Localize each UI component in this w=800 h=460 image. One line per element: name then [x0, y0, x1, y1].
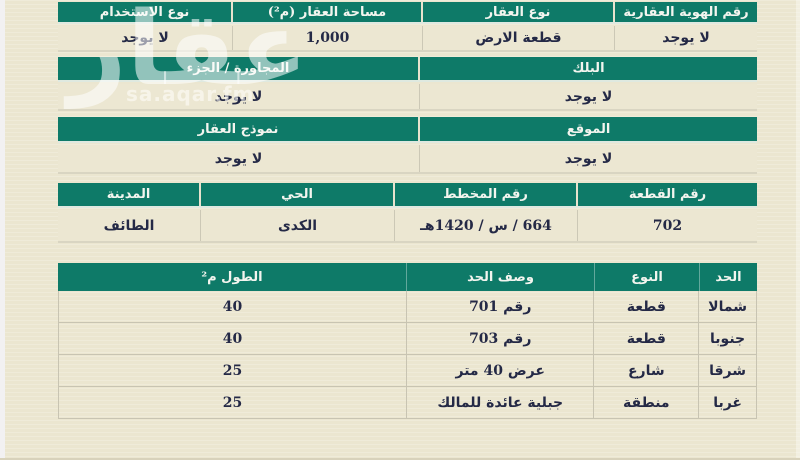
boundary-side: غربا: [713, 394, 742, 411]
value-usage-type: لا يوجد: [58, 26, 233, 50]
boundary-type: قطعة: [594, 291, 700, 322]
property-record-sheet: رقم الهوية العقارية نوع العقار مساحة الع…: [58, 0, 757, 460]
boundary-description: رقم 703: [407, 323, 595, 354]
boundary-row-east: شرقا شارع عرض 40 متر 25: [58, 355, 757, 387]
value-plot-number: 702: [578, 210, 757, 241]
label-boundary-type: النوع: [595, 263, 700, 291]
label-block: البلك: [420, 57, 757, 80]
right-edge-strip: [796, 0, 800, 460]
value-property-type: قطعة الارض: [423, 26, 615, 50]
boundary-description: عرض 40 متر: [407, 355, 595, 386]
section-location-header-row: الموقع نموذج العقار: [58, 117, 757, 143]
label-property-type: نوع العقار: [423, 2, 615, 22]
label-boundary-side: الحد: [700, 263, 757, 291]
label-usage-type: نوع الاستخدام: [58, 2, 233, 22]
boundary-type: قطعة: [594, 323, 700, 354]
value-property-area: 1,000: [233, 26, 423, 50]
section-plan-value-row: 702 664 / س / 1420هـ الكدى الطائف: [58, 210, 757, 243]
bottom-edge-line: [0, 458, 800, 460]
section-identity-value-row: لا يوجد قطعة الارض 1,000 لا يوجد: [58, 26, 757, 52]
label-property-id: رقم الهوية العقارية: [615, 2, 757, 22]
boundary-length: 40: [59, 323, 407, 354]
boundary-row-south: جنوبا قطعة رقم 703 40: [58, 323, 757, 355]
boundary-description: جبلية عائدة للمالك: [407, 387, 595, 418]
boundary-length: 25: [59, 355, 407, 386]
value-city: الطائف: [58, 210, 201, 241]
boundary-description: رقم 701: [407, 291, 595, 322]
value-property-model: لا يوجد: [58, 145, 420, 172]
label-property-model: نموذج العقار: [58, 117, 420, 141]
label-city: المدينة: [58, 183, 201, 206]
boundary-row-north: شمالا قطعة رقم 701 40: [58, 291, 757, 323]
label-district: الحي: [201, 183, 395, 206]
section-plan-header-row: رقم القطعة رقم المخطط الحي المدينة: [58, 183, 757, 208]
section-identity-header-row: رقم الهوية العقارية نوع العقار مساحة الع…: [58, 2, 757, 24]
value-district: الكدى: [201, 210, 395, 241]
label-property-area: مساحة العقار (م²): [233, 2, 423, 22]
boundary-length: 25: [59, 387, 407, 418]
boundary-type: شارع: [594, 355, 700, 386]
boundary-side: جنوبا: [710, 330, 746, 347]
section-block-value-row: لا يوجد لا يوجد: [58, 84, 757, 111]
value-location: لا يوجد: [420, 145, 757, 172]
boundary-type: منطقة: [594, 387, 700, 418]
value-plan-number: 664 / س / 1420هـ: [395, 210, 578, 241]
boundary-length: 40: [59, 291, 407, 322]
section-location-value-row: لا يوجد لا يوجد: [58, 145, 757, 174]
boundary-row-west: غربا منطقة جبلية عائدة للمالك 25: [58, 387, 757, 419]
value-block: لا يوجد: [420, 84, 757, 109]
section-block-header-row: البلك المجاورة / الجزء: [58, 57, 757, 82]
boundaries-header-row: الحد النوع وصف الحد الطول م²: [58, 263, 757, 291]
value-property-id: لا يوجد: [615, 26, 757, 50]
label-plan-number: رقم المخطط: [395, 183, 578, 206]
label-neighborhood-part: المجاورة / الجزء: [58, 57, 420, 80]
label-location: الموقع: [420, 117, 757, 141]
boundary-side: شمالا: [708, 298, 747, 315]
value-neighborhood-part: لا يوجد: [58, 84, 420, 109]
label-plot-number: رقم القطعة: [578, 183, 757, 206]
label-boundary-description: وصف الحد: [407, 263, 595, 291]
boundary-side: شرقا: [709, 362, 747, 379]
left-edge-strip: [0, 0, 5, 460]
label-boundary-length: الطول م²: [58, 263, 407, 291]
